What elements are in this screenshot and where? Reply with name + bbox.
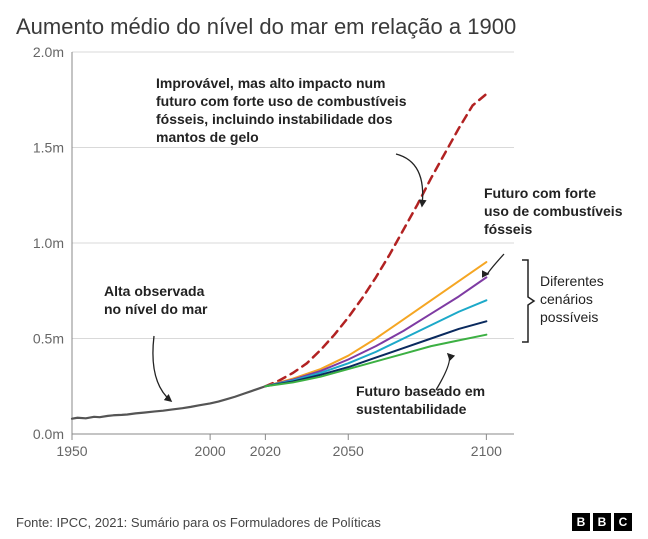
svg-text:2050: 2050	[333, 443, 364, 459]
chart-title: Aumento médio do nível do mar em relação…	[16, 14, 632, 40]
svg-text:0.5m: 0.5m	[33, 331, 64, 347]
svg-text:Diferentes: Diferentes	[540, 273, 604, 289]
svg-text:1950: 1950	[56, 443, 87, 459]
svg-text:1.0m: 1.0m	[33, 235, 64, 251]
svg-text:no nível do mar: no nível do mar	[104, 301, 208, 317]
svg-text:mantos de gelo: mantos de gelo	[156, 129, 259, 145]
bbc-logo-c: C	[614, 513, 632, 531]
chart-area: 0.0m 0.5m 1.0m 1.5m 2.0m 1950 2000 2020 2050 2100…	[16, 46, 632, 476]
svg-text:1.5m: 1.5m	[33, 140, 64, 156]
svg-text:fósseis: fósseis	[484, 221, 532, 237]
svg-text:2.0m: 2.0m	[33, 46, 64, 60]
svg-text:fósseis, incluindo instabilida: fósseis, incluindo instabilidade dos	[156, 111, 393, 127]
svg-text:2020: 2020	[250, 443, 281, 459]
svg-text:possíveis: possíveis	[540, 309, 598, 325]
chart-svg: 0.0m 0.5m 1.0m 1.5m 2.0m 1950 2000 2020 2050 2100…	[16, 46, 632, 476]
bbc-logo-b1: B	[572, 513, 590, 531]
svg-text:Futuro com forte: Futuro com forte	[484, 185, 596, 201]
bbc-logo-b2: B	[593, 513, 611, 531]
svg-text:2000: 2000	[195, 443, 226, 459]
svg-text:2100: 2100	[471, 443, 502, 459]
svg-text:uso de combustíveis: uso de combustíveis	[484, 203, 623, 219]
footer: Fonte: IPCC, 2021: Sumário para os Formu…	[16, 513, 632, 531]
svg-text:Alta observada: Alta observada	[104, 283, 205, 299]
svg-text:Futuro baseado em: Futuro baseado em	[356, 383, 485, 399]
bbc-logo: B B C	[572, 513, 632, 531]
svg-text:cenários: cenários	[540, 291, 593, 307]
svg-text:Improvável, mas alto impacto n: Improvável, mas alto impacto num	[156, 75, 386, 91]
svg-text:0.0m: 0.0m	[33, 426, 64, 442]
source-text: Fonte: IPCC, 2021: Sumário para os Formu…	[16, 515, 381, 530]
svg-text:sustentabilidade: sustentabilidade	[356, 401, 467, 417]
svg-text:futuro com forte uso de combus: futuro com forte uso de combustíveis	[156, 93, 407, 109]
chart-container: Aumento médio do nível do mar em relação…	[0, 0, 648, 539]
